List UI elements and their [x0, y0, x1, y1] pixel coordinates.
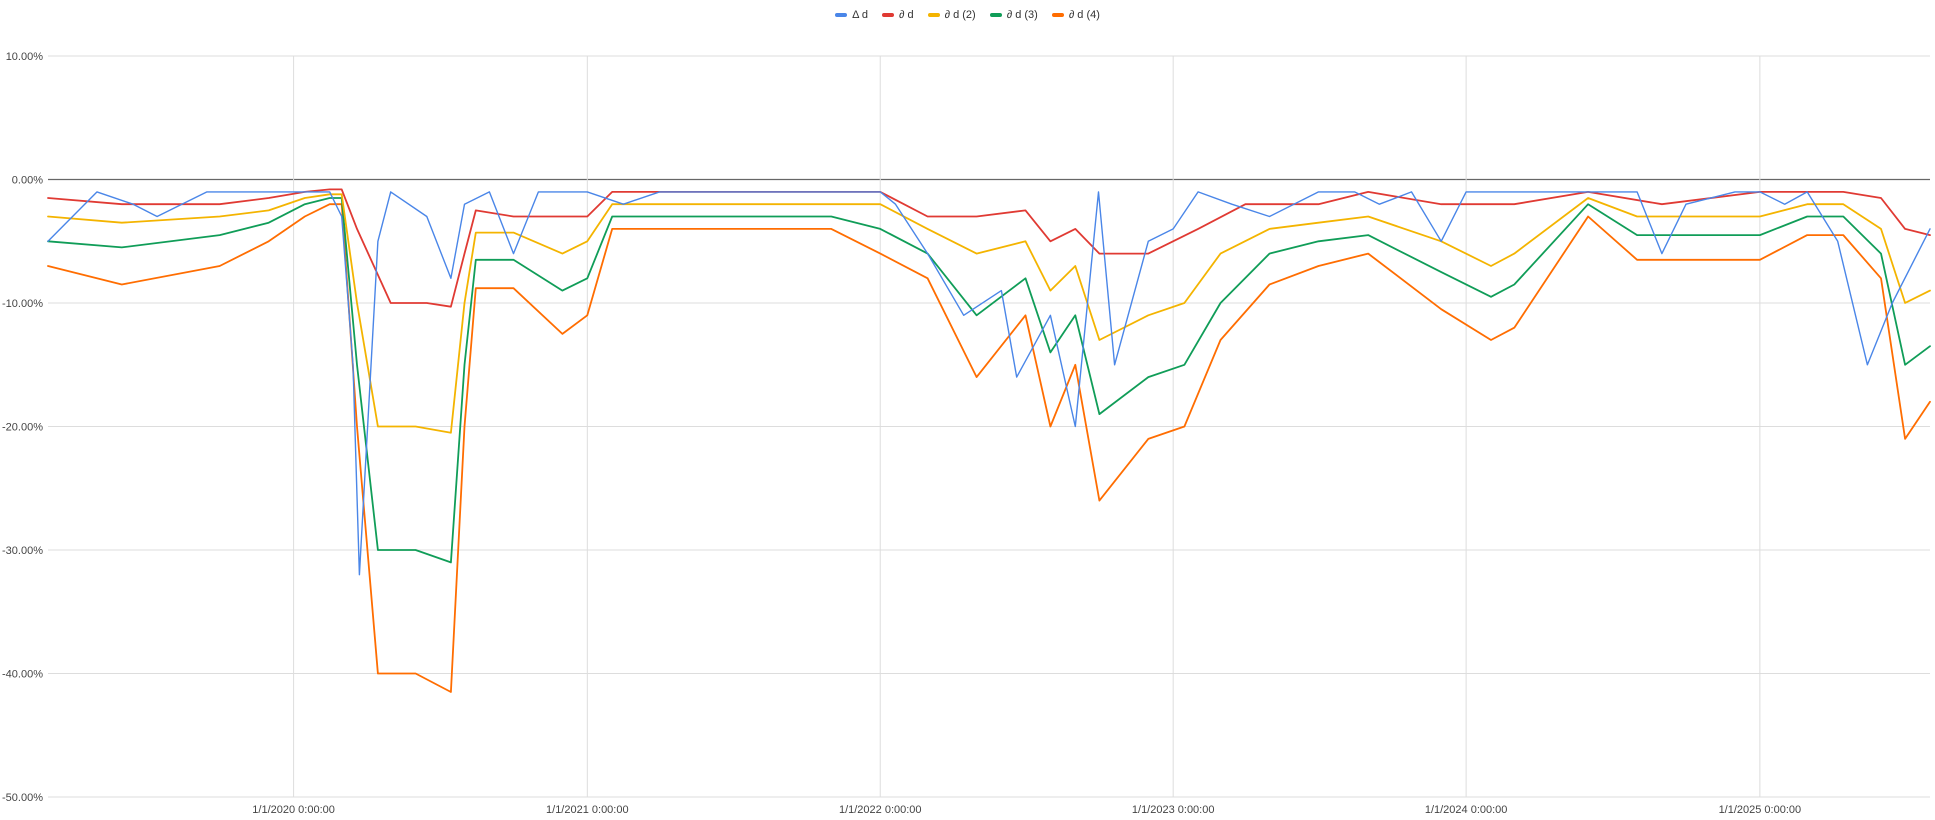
legend-label: ∂ d	[898, 9, 914, 21]
legend-item[interactable]: ∂ d (4)	[1051, 9, 1100, 21]
legend-item[interactable]: ∂ d	[881, 9, 914, 21]
series-line-1	[47, 191, 1931, 576]
x-tick-label: 1/1/2024 0:00:00	[1425, 804, 1508, 816]
x-tick-label: 1/1/2020 0:00:00	[252, 804, 335, 816]
x-tick-label: 1/1/2025 0:00:00	[1719, 804, 1802, 816]
legend-swatch	[989, 13, 1002, 17]
y-tick-label: 10.00%	[6, 51, 44, 63]
series-line-4	[47, 197, 1931, 564]
legend-label: ∂ d (3)	[1006, 9, 1038, 21]
y-tick-label: -20.00%	[2, 422, 43, 434]
series-line-5	[47, 203, 1931, 693]
legend-swatch	[881, 13, 894, 17]
x-tick-label: 1/1/2021 0:00:00	[546, 804, 629, 816]
series-line-2	[47, 188, 1931, 308]
legend-label: ∂ d (4)	[1068, 9, 1100, 21]
x-tick-label: 1/1/2022 0:00:00	[839, 804, 922, 816]
x-tick-label: 1/1/2023 0:00:00	[1132, 804, 1215, 816]
legend: Δ d ∂ d ∂ d (2) ∂ d (3) ∂ d (4)	[0, 9, 1935, 21]
y-tick-label: -50.00%	[2, 792, 43, 804]
legend-swatch	[927, 13, 940, 17]
legend-swatch	[835, 13, 848, 17]
y-tick-label: -10.00%	[2, 298, 43, 310]
y-tick-label: 0.00%	[12, 175, 43, 187]
legend-item[interactable]: ∂ d (2)	[927, 9, 976, 21]
legend-item[interactable]: ∂ d (3)	[989, 9, 1038, 21]
y-tick-label: -30.00%	[2, 545, 43, 557]
legend-item[interactable]: Δ d	[835, 9, 868, 21]
legend-label: Δ d	[852, 9, 868, 21]
series-line-3	[47, 193, 1931, 434]
y-tick-label: -40.00%	[2, 669, 43, 681]
legend-label: ∂ d (2)	[944, 9, 976, 21]
legend-swatch	[1051, 13, 1064, 17]
